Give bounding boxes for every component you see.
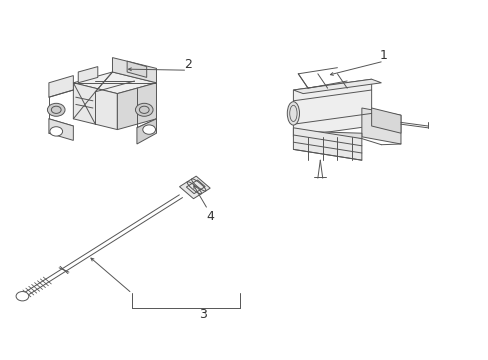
Ellipse shape — [287, 102, 299, 125]
Circle shape — [142, 125, 155, 134]
Circle shape — [16, 292, 29, 301]
Circle shape — [47, 103, 65, 116]
Polygon shape — [371, 108, 400, 133]
Circle shape — [135, 103, 153, 116]
Circle shape — [50, 127, 62, 136]
Text: 1: 1 — [379, 49, 387, 62]
Polygon shape — [49, 119, 73, 140]
Text: 2: 2 — [184, 58, 192, 71]
Polygon shape — [73, 72, 156, 94]
Polygon shape — [117, 83, 156, 130]
Polygon shape — [293, 128, 361, 160]
Polygon shape — [303, 131, 361, 139]
Polygon shape — [78, 67, 98, 83]
Polygon shape — [293, 79, 371, 137]
Text: 3: 3 — [199, 309, 206, 321]
Polygon shape — [49, 76, 73, 97]
Polygon shape — [112, 58, 156, 83]
Polygon shape — [73, 83, 117, 130]
Polygon shape — [179, 176, 210, 199]
Polygon shape — [137, 119, 156, 144]
Polygon shape — [361, 108, 400, 144]
Text: 4: 4 — [206, 210, 214, 222]
Polygon shape — [293, 79, 381, 94]
Polygon shape — [127, 61, 146, 77]
